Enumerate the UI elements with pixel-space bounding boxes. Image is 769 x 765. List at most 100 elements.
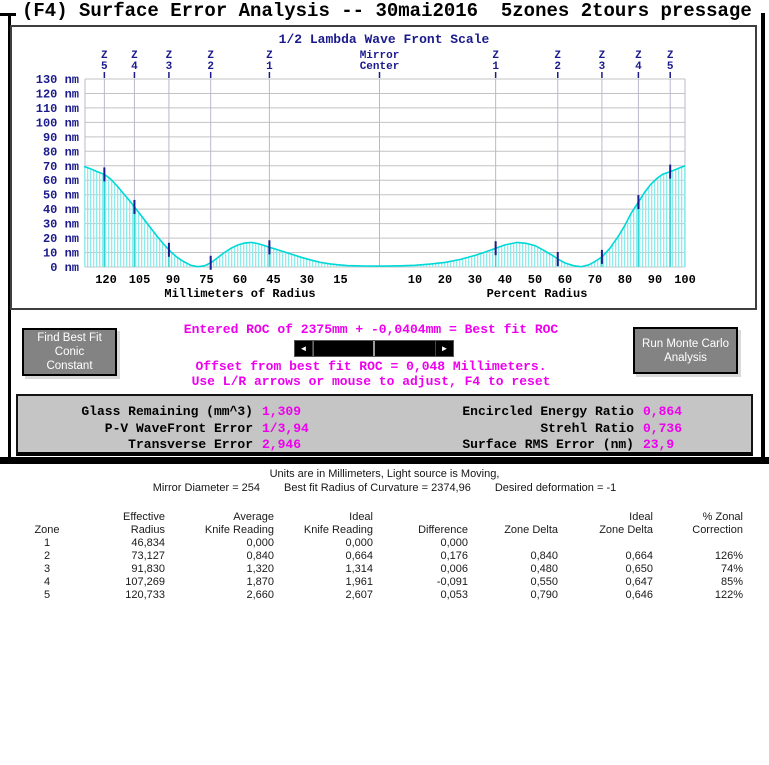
roc-scrollbar[interactable]: ◄ ► — [294, 340, 454, 357]
wavefront-chart-box: 0 nm 10 nm 20 nm 30 nm 40 nm 50 nm 60 nm 70 nm 8… — [10, 25, 757, 310]
table-cell: 0,176 — [440, 550, 468, 562]
table-cell: 5 — [43, 589, 51, 601]
table-cell: 0,647 — [625, 576, 653, 588]
scrollbar-right-arrow-icon[interactable]: ► — [435, 341, 453, 356]
svg-text:90: 90 — [166, 273, 180, 287]
table-cell: 2,660 — [246, 589, 274, 601]
table-cell: 0,646 — [625, 589, 653, 601]
table-cell: 74% — [720, 563, 743, 575]
frame-right-border — [761, 13, 765, 463]
stat-value: 1/3,94 — [262, 420, 309, 436]
right-axis-title: Percent Radius — [487, 287, 588, 301]
svg-text:100 nm: 100 nm — [36, 116, 79, 130]
stat-value: 0,864 — [643, 404, 683, 419]
entered-roc-text: Entered ROC of 2375mm + -0,0404mm = Best… — [183, 322, 559, 337]
svg-text:4: 4 — [131, 61, 138, 73]
table-cell: 2,607 — [345, 589, 373, 601]
svg-text:70: 70 — [588, 273, 602, 287]
info-part: Desired deformation = -1 — [494, 482, 617, 494]
table-row: 3 91,830 1,320 1,314 0,006 0,480 0,650 74% — [28, 563, 745, 576]
table-cell: 0,006 — [440, 563, 468, 575]
table-cell: 85% — [720, 576, 743, 588]
svg-text:80 nm: 80 nm — [43, 145, 79, 159]
left-axis-title: Millimeters of Radius — [164, 287, 315, 301]
table-header: Average Knife Reading — [204, 511, 274, 536]
table-cell: 0,480 — [530, 563, 558, 575]
info-part: Mirror Diameter = 254 — [152, 482, 261, 494]
table-cell — [470, 537, 560, 550]
table-row: 1 46,834 0,000 0,000 0,000 — [28, 537, 745, 550]
svg-text:Z: Z — [667, 50, 674, 62]
stat-value: 23,9 — [643, 437, 675, 452]
stat-value: 0,736 — [643, 420, 683, 436]
svg-text:0 nm: 0 nm — [50, 261, 79, 275]
svg-text:Center: Center — [360, 61, 400, 73]
table-cell: 3 — [43, 563, 51, 575]
stat-label: Strehl Ratio — [540, 420, 634, 436]
run-monte-carlo-button[interactable]: Run Monte Carlo Analysis — [633, 327, 738, 374]
table-cell: 107,269 — [125, 576, 165, 588]
svg-text:70 nm: 70 nm — [43, 160, 79, 174]
svg-text:100: 100 — [674, 273, 696, 287]
mirror-info-text: Mirror Diameter = 254 Best fit Radius of … — [0, 482, 769, 494]
svg-text:20: 20 — [438, 273, 452, 287]
scrollbar-thumb[interactable] — [313, 341, 375, 356]
find-best-fit-conic-button[interactable]: Find Best Fit Conic Constant — [22, 328, 117, 376]
svg-text:40 nm: 40 nm — [43, 203, 79, 217]
frame-left-border — [8, 13, 11, 463]
table-cell — [560, 537, 655, 550]
roc-offset-text: Offset from best fit ROC = 0,048 Millime… — [195, 359, 547, 374]
svg-text:Z: Z — [101, 50, 108, 62]
svg-text:105: 105 — [129, 273, 151, 287]
svg-text:90: 90 — [648, 273, 662, 287]
stat-label: P-V WaveFront Error — [104, 420, 253, 436]
svg-text:30 nm: 30 nm — [43, 218, 79, 232]
svg-text:Z: Z — [554, 50, 561, 62]
svg-text:60: 60 — [558, 273, 572, 287]
table-cell: 46,834 — [131, 537, 165, 549]
table-row: 2 73,127 0,840 0,664 0,176 0,840 0,664 126% — [28, 550, 745, 563]
table-cell: 73,127 — [131, 550, 165, 562]
svg-text:Mirror: Mirror — [360, 50, 400, 62]
table-cell: 0,840 — [530, 550, 558, 562]
zone-table: Zone Effective Radius Average Knife Reading I… — [28, 511, 745, 602]
svg-text:60 nm: 60 nm — [43, 174, 79, 188]
table-cell: 120,733 — [125, 589, 165, 601]
table-cell: 0,550 — [530, 576, 558, 588]
stat-label: Glass Remaining (mm^3) — [81, 404, 253, 419]
table-cell: 0,840 — [246, 550, 274, 562]
svg-text:90 nm: 90 nm — [43, 131, 79, 145]
stats-right-row: Strehl Ratio 0,736 — [36, 421, 682, 437]
table-header: Ideal Knife Reading — [303, 511, 373, 536]
table-cell — [655, 537, 745, 550]
x-axis-labels: 120 105 90 75 60 45 30 15 10 20 30 40 50 60 70 80 90 100 M… — [95, 273, 696, 301]
stats-left-row: P-V WaveFront Error 1/3,94 — [18, 421, 309, 437]
frame-bottom-border — [0, 457, 769, 464]
table-cell: -0,091 — [436, 576, 468, 588]
svg-text:60: 60 — [233, 273, 247, 287]
svg-text:Z: Z — [207, 50, 214, 62]
error-area-fill — [84, 165, 686, 267]
svg-text:1: 1 — [266, 61, 273, 73]
svg-text:2: 2 — [554, 61, 561, 73]
svg-text:120: 120 — [95, 273, 117, 287]
table-header: Zone — [34, 524, 60, 536]
svg-text:1: 1 — [492, 61, 499, 73]
table-header: Difference — [418, 524, 468, 536]
svg-text:2: 2 — [207, 61, 214, 73]
svg-text:Z: Z — [131, 50, 138, 62]
table-cell: 0,053 — [440, 589, 468, 601]
svg-text:50: 50 — [528, 273, 542, 287]
svg-text:20 nm: 20 nm — [43, 232, 79, 246]
zone-markers — [103, 164, 672, 270]
svg-text:10: 10 — [408, 273, 422, 287]
scrollbar-left-arrow-icon[interactable]: ◄ — [295, 341, 313, 356]
table-cell: 0,650 — [625, 563, 653, 575]
svg-text:Z: Z — [635, 50, 642, 62]
svg-text:80: 80 — [618, 273, 632, 287]
table-cell: 0,000 — [246, 537, 274, 549]
svg-text:Z: Z — [599, 50, 606, 62]
